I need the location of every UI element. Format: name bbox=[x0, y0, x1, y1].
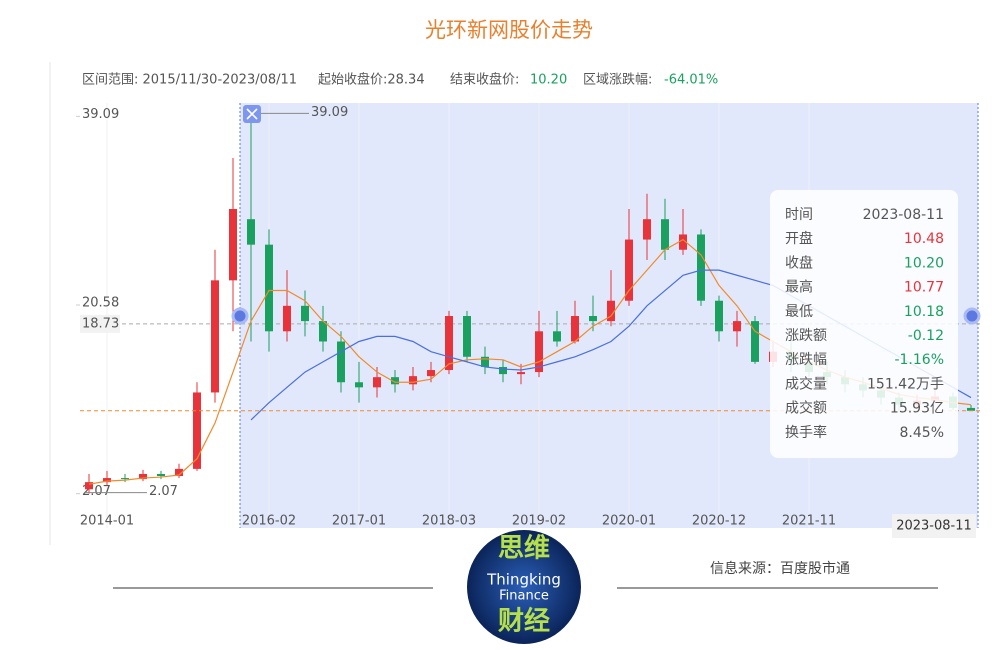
candle-body bbox=[175, 468, 183, 477]
info-end-value: 10.20 bbox=[530, 73, 567, 88]
candle-body bbox=[229, 208, 237, 281]
candle-body bbox=[391, 377, 399, 385]
tooltip-label: 最高 bbox=[785, 279, 813, 296]
candle-body bbox=[607, 300, 615, 322]
tooltip-value: -1.16% bbox=[894, 352, 944, 368]
crosshair-label-bg bbox=[80, 314, 120, 333]
min-label: 2.07 bbox=[149, 484, 178, 499]
info-change-label: 区域涨跌幅: bbox=[583, 72, 652, 88]
candle-body bbox=[445, 316, 453, 371]
candle-body bbox=[715, 300, 723, 332]
candle-body bbox=[733, 321, 741, 332]
tooltip-label: 涨跌幅 bbox=[785, 352, 827, 368]
candle-body bbox=[535, 331, 543, 373]
title: 光环新网股价走势 bbox=[425, 18, 593, 42]
crosshair-date: 2023-08-11 bbox=[896, 519, 972, 534]
x-tick-label: 2016-02 bbox=[242, 514, 296, 529]
x-tick-label: 2017-01 bbox=[332, 514, 386, 529]
candle-body bbox=[301, 305, 309, 322]
tooltip-box bbox=[770, 190, 958, 458]
x-tick-label: 2020-12 bbox=[692, 514, 746, 529]
candle-body bbox=[481, 356, 489, 367]
candle-body bbox=[697, 234, 705, 301]
x-tick-label: 2019-02 bbox=[512, 514, 566, 529]
plot: 2014-01 2016-02 2017-01 2018-03 2019-02 2020-… bbox=[76, 103, 980, 529]
tooltip-value: 151.42万手 bbox=[867, 376, 944, 392]
candle-body bbox=[625, 239, 633, 301]
tooltip-label: 收盘 bbox=[785, 254, 813, 271]
tooltip-label: 最低 bbox=[785, 304, 813, 320]
x-tick-label: 2018-03 bbox=[422, 514, 476, 529]
candle-body bbox=[499, 366, 507, 375]
range-handle[interactable] bbox=[963, 307, 981, 325]
candle-body bbox=[553, 331, 561, 342]
candle-body bbox=[463, 316, 471, 357]
candle-body bbox=[265, 244, 273, 332]
x-tick-label: 2014-01 bbox=[80, 514, 134, 529]
tooltip-value: 2023-08-11 bbox=[863, 207, 944, 223]
candle-body bbox=[409, 376, 417, 385]
info-range: 区间范围: 2015/11/30-2023/08/11 bbox=[82, 73, 297, 88]
tooltip-value: -0.12 bbox=[908, 328, 944, 344]
y-tick-label: 39.09 bbox=[82, 107, 119, 122]
candle-body bbox=[193, 392, 201, 469]
info-bar: 区间范围: 2015/11/30-2023/08/11 起始收盘价:28.34 … bbox=[82, 72, 718, 88]
range-handle[interactable] bbox=[231, 307, 249, 325]
tooltip-value: 8.45% bbox=[900, 425, 944, 441]
candle-body bbox=[355, 382, 363, 388]
date-box bbox=[892, 514, 976, 538]
candle-body bbox=[679, 234, 687, 250]
source: 信息来源：百度股市通 bbox=[710, 560, 850, 577]
candle-body bbox=[103, 478, 111, 483]
info-change-value: -64.01% bbox=[664, 73, 718, 88]
crosshair-label: 18.73 bbox=[82, 316, 119, 331]
candle-body bbox=[571, 316, 579, 342]
candle-body bbox=[283, 305, 291, 332]
info-start: 起始收盘价:28.34 bbox=[318, 72, 425, 88]
candle-body bbox=[373, 377, 381, 388]
x-tick-label: 2021-11 bbox=[782, 514, 836, 529]
logo bbox=[467, 530, 581, 644]
candle-body bbox=[427, 370, 435, 377]
tooltip-label: 涨跌额 bbox=[785, 328, 827, 344]
logo-text: Finance bbox=[499, 589, 549, 604]
logo-text: Thingking bbox=[486, 571, 561, 589]
logo-text: 思维 bbox=[498, 533, 550, 564]
tooltip-label: 成交量 bbox=[785, 375, 827, 392]
y-tick-label: 20.58 bbox=[82, 296, 119, 311]
candle-body bbox=[643, 219, 651, 240]
tooltip-value: 10.48 bbox=[904, 231, 944, 247]
tooltip-label: 成交额 bbox=[785, 400, 827, 417]
logo-text: 财经 bbox=[498, 606, 550, 637]
candle-body bbox=[121, 478, 129, 480]
candle-body bbox=[139, 473, 147, 480]
candle-body bbox=[157, 473, 165, 477]
candle-body bbox=[517, 372, 525, 375]
candle-body bbox=[589, 316, 597, 322]
tooltip-value: 10.20 bbox=[904, 255, 944, 271]
tooltip-label: 换手率 bbox=[785, 424, 827, 441]
tooltip-value: 10.77 bbox=[904, 280, 944, 296]
candle-body bbox=[247, 219, 255, 245]
tooltip-value: 15.93亿 bbox=[890, 401, 944, 417]
info-end-label: 结束收盘价: bbox=[450, 72, 519, 88]
candle-body bbox=[211, 280, 219, 393]
candle-body bbox=[337, 341, 345, 383]
candle-body bbox=[661, 219, 669, 250]
tooltip: 时间 2023-08-11 开盘 10.48 收盘 10.20 最高 10.77 最低 10.18… bbox=[770, 190, 958, 458]
handle-icon bbox=[246, 108, 258, 120]
tooltip-label: 开盘 bbox=[785, 230, 813, 247]
candle-body bbox=[85, 482, 93, 490]
candle-body bbox=[319, 321, 327, 342]
max-label: 39.09 bbox=[311, 105, 348, 120]
tooltip-label: 时间 bbox=[785, 207, 813, 223]
candle-body bbox=[967, 407, 975, 411]
candle-body bbox=[751, 321, 759, 362]
x-tick-label: 2020-01 bbox=[602, 514, 656, 529]
tooltip-value: 10.18 bbox=[904, 304, 944, 320]
